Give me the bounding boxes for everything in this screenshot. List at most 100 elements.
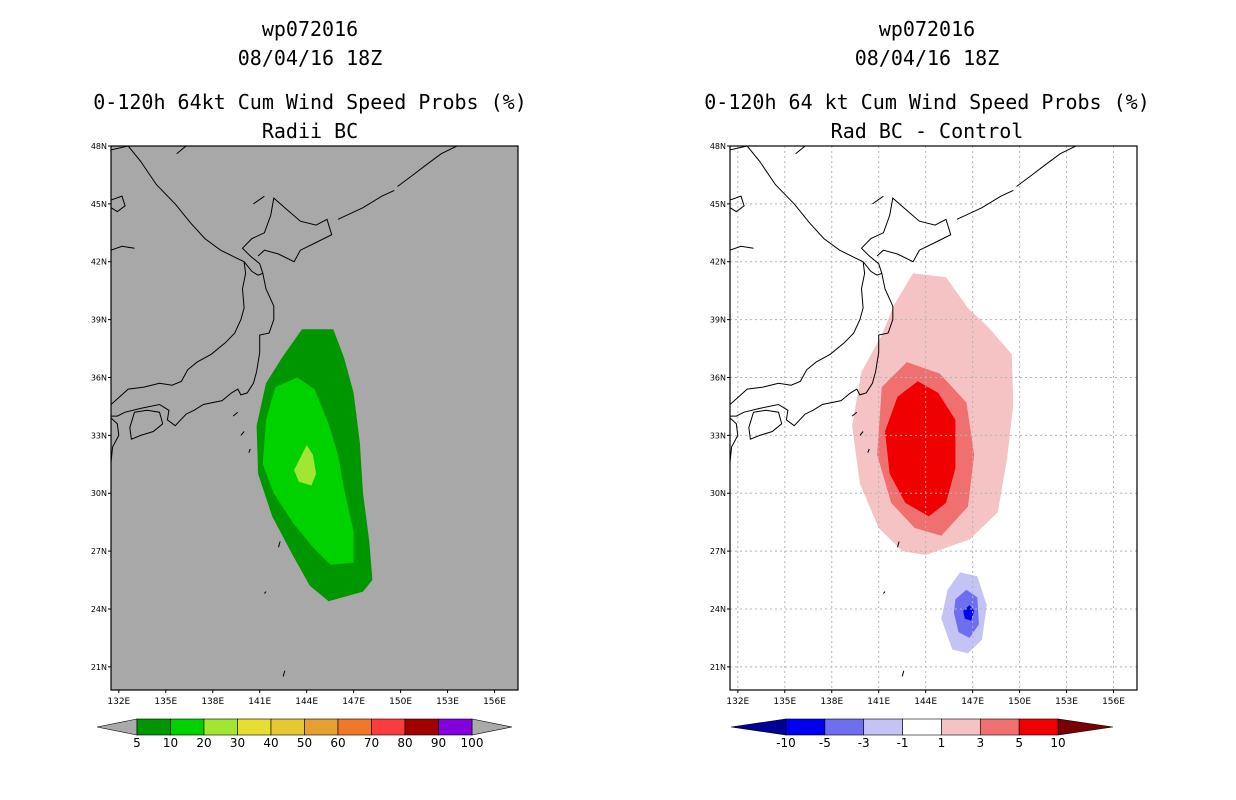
- left-lat-tick-label: 27N: [91, 547, 107, 556]
- left-colorbar-swatch: [337, 718, 372, 736]
- left-colorbar-high-arrow: [471, 718, 513, 736]
- right-map-frame: [729, 145, 1138, 691]
- right-colorbar-label: 1: [938, 736, 946, 750]
- right-coastline: [748, 409, 783, 440]
- left-date: 08/04/16 18Z: [237, 46, 383, 70]
- right-date: 08/04/16 18Z: [854, 46, 1000, 70]
- right-coastline: [897, 541, 900, 548]
- left-coastline: [111, 245, 135, 251]
- right-lon-tick-label: 147E: [961, 697, 984, 707]
- right-coastline: [901, 670, 905, 677]
- left-map-content: [111, 146, 458, 677]
- left-coastline: [111, 195, 126, 213]
- left-colorbar-label: 60: [330, 736, 345, 750]
- left-coastline: [253, 195, 265, 205]
- left-coastline: [111, 261, 247, 405]
- right-coastline: [859, 431, 864, 436]
- right-colorbar-swatch: [824, 718, 865, 736]
- right-lon-tick-label: 141E: [867, 697, 890, 707]
- right-coastline: [883, 591, 886, 594]
- left-chart-title: 0-120h 64kt Cum Wind Speed Probs (%): [93, 90, 527, 114]
- left-colorbar-label: 70: [364, 736, 379, 750]
- right-colorbar-swatch: [902, 718, 942, 736]
- right-lon-tick-label: 153E: [1055, 697, 1078, 707]
- right-colorbar-swatch: [941, 718, 981, 736]
- right-map-content: [730, 146, 1137, 690]
- right-coastline: [860, 197, 952, 276]
- right-coastline: [851, 411, 858, 417]
- left-lat-tick-label: 24N: [91, 605, 107, 614]
- left-colorbar-swatch: [371, 718, 406, 736]
- left-colorbar-swatch: [136, 718, 171, 736]
- left-storm-id: wp072016: [261, 17, 359, 41]
- left-coastline: [264, 591, 267, 594]
- left-lon-tick-label: 153E: [436, 697, 459, 707]
- right-coastline: [795, 146, 806, 155]
- right-coastline: [1016, 146, 1077, 187]
- left-coastline: [176, 146, 187, 155]
- right-coastline: [730, 261, 866, 405]
- right-colorbar-low-arrow: [730, 718, 787, 736]
- left-colorbar-label: 100: [461, 736, 484, 750]
- left-colorbar-swatch: [270, 718, 305, 736]
- left-colorbar-label: 10: [163, 736, 178, 750]
- right-lat-tick-label: 27N: [710, 547, 726, 556]
- left-lon-tick-label: 132E: [107, 697, 130, 707]
- left-coastline: [278, 541, 281, 548]
- right-colorbar-swatch: [785, 718, 826, 736]
- right-lon-tick-label: 135E: [773, 697, 796, 707]
- left-lon-tick-label: 135E: [154, 697, 177, 707]
- left-contour-20: [294, 445, 317, 486]
- right-contour-5: [885, 381, 956, 517]
- left-coastline: [397, 146, 458, 187]
- left-colorbar-label: 80: [397, 736, 412, 750]
- left-coastline: [232, 411, 239, 417]
- left-coastline: [282, 670, 286, 677]
- left-colorbar-label: 50: [297, 736, 312, 750]
- left-lat-tick-label: 45N: [91, 200, 107, 209]
- left-colorbar-swatch: [304, 718, 339, 736]
- left-lat-tick-label: 36N: [91, 373, 107, 382]
- left-lat-tick-label: 30N: [91, 489, 107, 498]
- right-lon-tick-label: 132E: [726, 697, 749, 707]
- left-colorbar-swatch: [404, 718, 439, 736]
- left-coastline: [240, 431, 245, 436]
- left-colorbar-swatch: [438, 718, 473, 736]
- right-lon-tick-label: 156E: [1102, 697, 1125, 707]
- right-lat-tick-label: 39N: [710, 316, 726, 325]
- left-colorbar-swatch: [237, 718, 272, 736]
- left-colorbar-label: 30: [230, 736, 245, 750]
- left-lon-tick-label: 150E: [389, 697, 412, 707]
- right-lat-tick-label: 24N: [710, 605, 726, 614]
- right-storm-id: wp072016: [878, 17, 976, 41]
- right-lon-tick-label: 150E: [1008, 697, 1031, 707]
- right-lat-tick-label: 21N: [710, 663, 726, 672]
- left-coastline: [111, 146, 245, 263]
- left-coastline: [111, 273, 275, 427]
- right-lat-tick-label: 33N: [710, 431, 726, 440]
- left-lon-tick-label: 147E: [342, 697, 365, 707]
- left-lon-tick-label: 141E: [248, 697, 271, 707]
- left-lon-tick-label: 138E: [201, 697, 224, 707]
- left-lat-tick-label: 48N: [91, 142, 107, 151]
- left-lon-tick-label: 156E: [483, 697, 506, 707]
- right-coastline: [730, 417, 739, 463]
- right-colorbar-label: -10: [776, 736, 796, 750]
- left-coastline: [241, 197, 333, 276]
- right-coastline: [956, 189, 1014, 220]
- left-lat-tick-label: 42N: [91, 258, 107, 267]
- right-coastline: [730, 146, 864, 263]
- right-coastline: [872, 195, 884, 205]
- right-colorbar-swatch: [979, 718, 1020, 736]
- left-colorbar-swatch: [203, 718, 238, 736]
- left-coastline: [248, 448, 251, 453]
- right-lat-tick-label: 30N: [710, 489, 726, 498]
- left-lat-tick-label: 39N: [91, 316, 107, 325]
- left-colorbar-label: 20: [196, 736, 211, 750]
- left-map-frame: [110, 145, 519, 691]
- left-colorbar-label: 90: [431, 736, 446, 750]
- right-lat-tick-label: 42N: [710, 258, 726, 267]
- right-chart-title: 0-120h 64 kt Cum Wind Speed Probs (%): [704, 90, 1150, 114]
